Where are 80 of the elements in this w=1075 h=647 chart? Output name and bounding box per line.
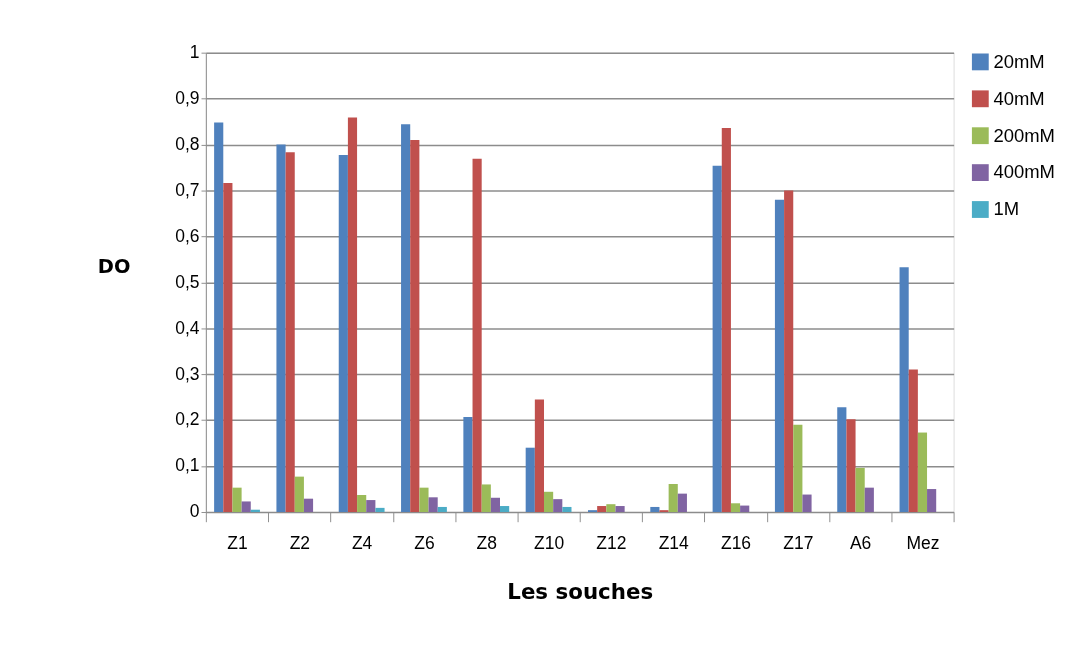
y-axis-title: DO [97, 254, 131, 278]
legend-label: 400mM [993, 161, 1055, 183]
bar [214, 122, 224, 512]
bar [597, 506, 607, 512]
x-tick-label: Mez [906, 533, 940, 554]
x-tick-label: Z6 [414, 533, 435, 554]
bar [223, 183, 233, 512]
bar [677, 493, 687, 512]
y-tick-label: 0,3 [175, 363, 200, 384]
bar [917, 432, 928, 512]
bar [437, 506, 447, 512]
legend-label: 20mM [993, 50, 1045, 72]
y-tick-label: 0,5 [175, 271, 200, 292]
bar [784, 190, 794, 512]
legend-label: 1M [993, 198, 1020, 220]
bar [802, 494, 812, 512]
bar [338, 155, 348, 512]
x-tick-label: Z10 [534, 533, 565, 554]
x-tick-label: Z16 [720, 533, 752, 554]
bar [730, 503, 741, 512]
bar [534, 399, 544, 512]
y-tick-label: 0,1 [175, 455, 200, 476]
bar [553, 499, 563, 512]
bar [927, 489, 937, 512]
bar [793, 424, 803, 512]
bar [544, 491, 554, 512]
y-tick-label: 0,2 [175, 409, 200, 430]
x-axis-title: Les souches [507, 578, 654, 604]
bar [846, 419, 856, 512]
y-tick-label: 0,7 [175, 179, 200, 200]
legend-label: 40mM [993, 87, 1045, 109]
bar [276, 144, 286, 512]
bar [668, 483, 678, 512]
y-tick-label: 0,8 [175, 133, 200, 154]
bar [899, 267, 909, 512]
x-tick-label: Z2 [289, 533, 311, 554]
bar [864, 487, 874, 512]
bar [241, 501, 251, 512]
bar [285, 152, 295, 512]
bar [490, 497, 501, 512]
x-tick-label: Z17 [783, 533, 814, 554]
x-tick-label: A6 [849, 533, 872, 554]
bar [410, 139, 420, 512]
x-tick-label: Z4 [351, 533, 373, 554]
bar [366, 500, 376, 512]
bar [232, 487, 242, 512]
bar [712, 165, 722, 512]
bar [615, 506, 625, 512]
bar [837, 407, 847, 512]
bar [419, 487, 429, 512]
bar [481, 484, 491, 512]
x-tick-label: Z1 [227, 533, 248, 554]
bar [721, 128, 731, 512]
bar [472, 158, 482, 512]
bar [347, 117, 358, 512]
x-tick-label: Z14 [658, 533, 690, 554]
legend-label: 200mM [993, 124, 1055, 146]
bar [650, 506, 660, 512]
bar [855, 467, 865, 512]
x-tick-label: Z12 [596, 533, 627, 554]
bar [774, 199, 785, 512]
bar [401, 124, 411, 512]
bar [606, 504, 616, 512]
bar [428, 497, 438, 512]
y-tick-label: 1 [189, 42, 200, 63]
y-tick-label: 0,4 [175, 317, 200, 338]
y-tick-label: 0,9 [175, 87, 200, 108]
x-tick-label: Z8 [476, 533, 497, 554]
y-tick-label: 0,6 [175, 225, 200, 246]
bar [562, 506, 572, 512]
bar [357, 495, 367, 512]
y-tick-label: 0 [189, 501, 200, 522]
bar [908, 369, 918, 512]
bar [500, 506, 510, 512]
bar [525, 447, 535, 512]
bar [463, 416, 473, 512]
bar [375, 507, 385, 512]
bar [303, 498, 314, 512]
bar [294, 476, 304, 512]
bar [740, 505, 750, 512]
